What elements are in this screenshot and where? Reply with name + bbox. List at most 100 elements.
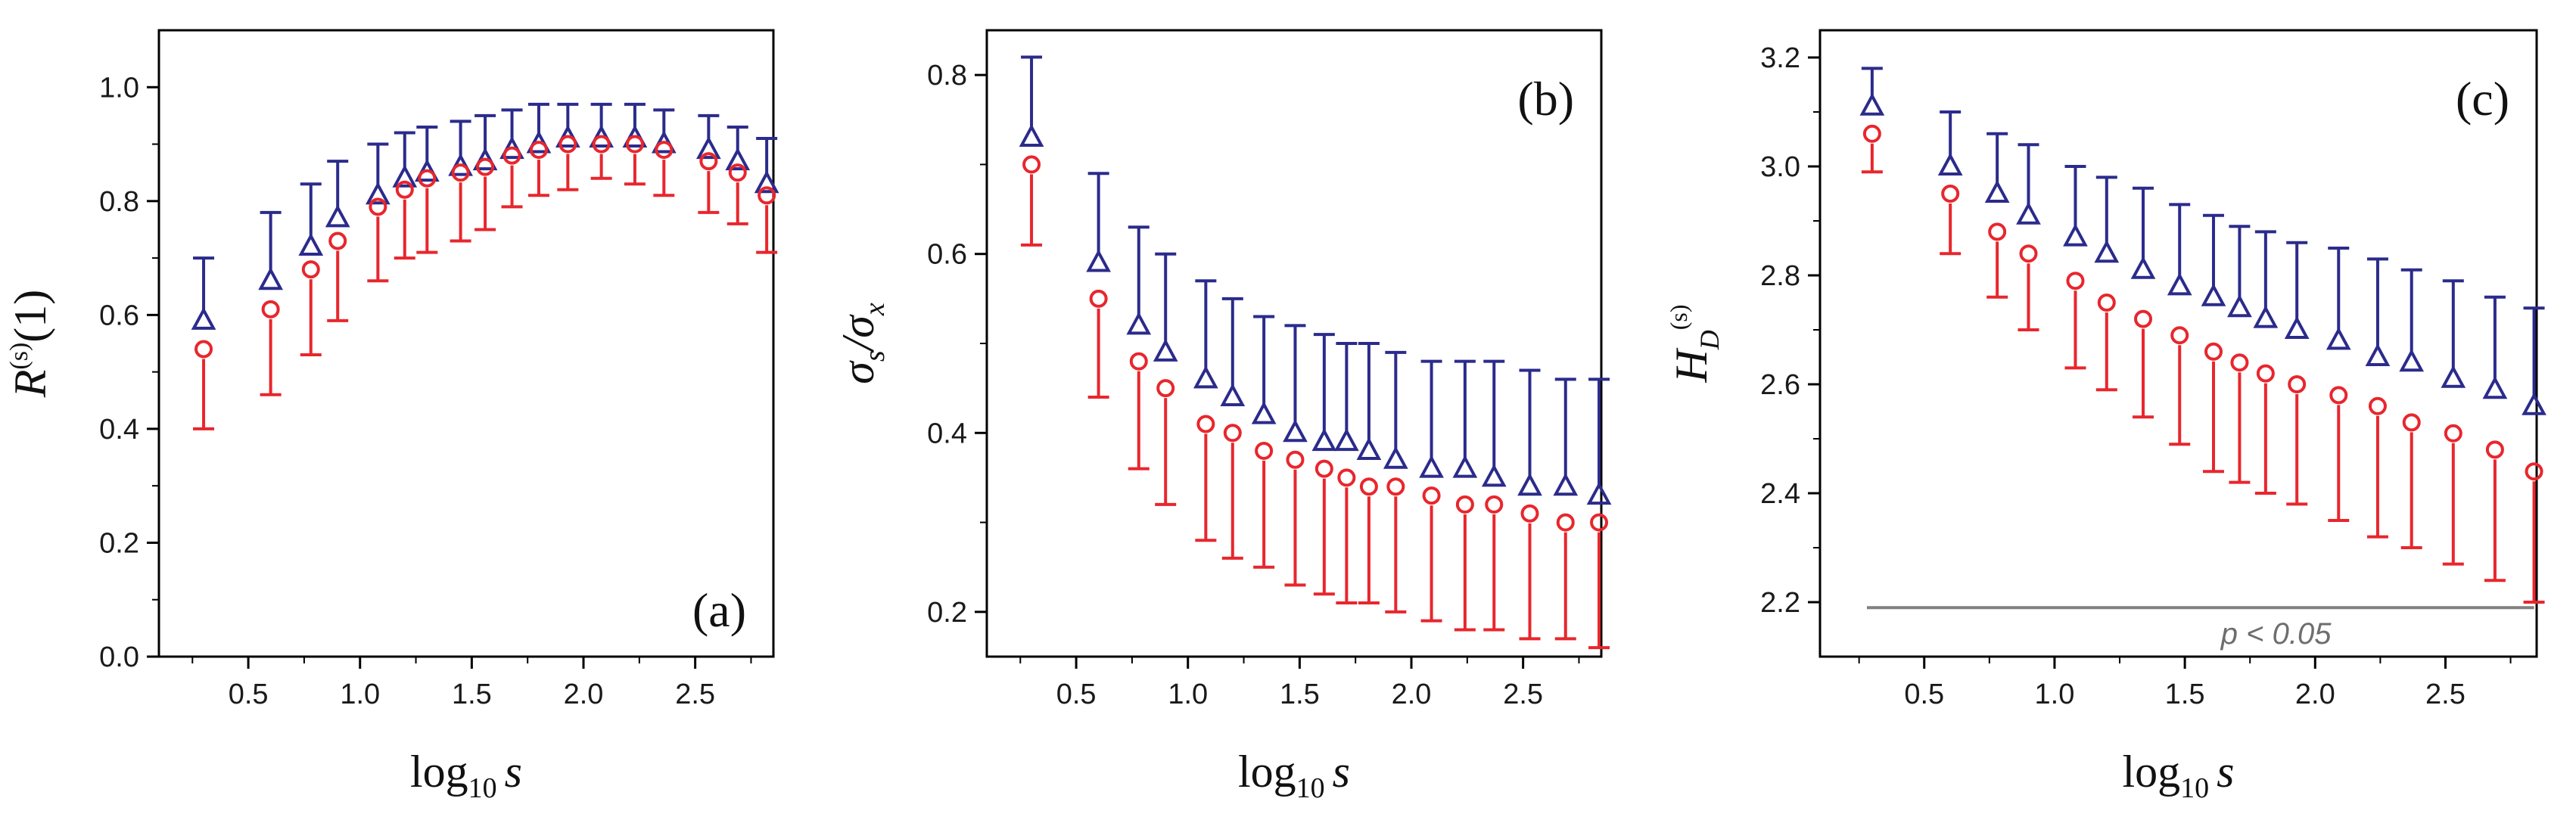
y-axis-title-sup: (s) — [5, 343, 33, 370]
y-tick-label: 0.8 — [99, 186, 139, 218]
triangle-marker — [366, 182, 390, 205]
circle-marker — [2170, 326, 2189, 345]
triangle-marker — [325, 204, 350, 228]
y-tick-label: 3.0 — [1760, 151, 1800, 183]
y-tick-label: 1.0 — [99, 72, 139, 104]
triangle-marker — [754, 170, 779, 194]
y-axis-title-tail: (1) — [5, 290, 55, 343]
triangle-marker — [1586, 481, 1612, 505]
circle-marker — [1520, 504, 1539, 523]
x-tick-label: 2.5 — [675, 679, 715, 710]
triangle-marker — [258, 267, 283, 290]
x-tick-label: 2.5 — [1503, 679, 1543, 710]
triangle-marker — [1334, 427, 1359, 452]
circle-marker — [2329, 386, 2348, 405]
triangle-marker — [2365, 343, 2391, 366]
x-tick-label: 0.5 — [1056, 679, 1097, 710]
circle-marker — [1422, 486, 1441, 505]
triangle-marker — [2063, 223, 2088, 247]
circle-marker — [2525, 462, 2543, 481]
triangle-marker — [2482, 376, 2508, 399]
panel-c: 0.5 1.0 1.5 2.0 2.5 2.2 2.4 2.6 2.8 3.0 3.2 p < 0.0… — [1665, 29, 2546, 804]
x-axis-title: log10 s — [1238, 747, 1350, 804]
circle-marker — [261, 300, 280, 318]
circle-marker — [2230, 353, 2249, 372]
x-tick-label: 2.0 — [564, 679, 604, 710]
x-tick-label: 2.0 — [2295, 679, 2335, 710]
circle-marker — [2485, 440, 2504, 459]
x-axis-title: log10 s — [410, 747, 522, 804]
circle-marker — [1156, 379, 1175, 398]
triangle-marker — [2167, 272, 2192, 296]
circle-marker — [1129, 352, 1148, 371]
circle-marker — [2134, 309, 2153, 328]
y-tick-label: 2.6 — [1760, 369, 1800, 401]
y-axis-title: HD(s) — [1665, 304, 1725, 383]
circle-marker — [1359, 477, 1378, 496]
panel-label: (c) — [2456, 72, 2509, 126]
panel-a: 0.5 1.0 1.5 2.0 2.5 0.0 0.2 0.4 0.6 0.8 1.0 (a) log1… — [5, 29, 779, 804]
circle-marker — [328, 231, 347, 250]
x-axis-title-var: s — [2217, 747, 2234, 797]
y-tick-label: 0.6 — [99, 300, 139, 331]
triangle-marker — [1019, 123, 1044, 147]
y-tick-label: 2.4 — [1760, 478, 1800, 510]
circle-marker — [451, 163, 470, 182]
y-axis-title-num-sub: s — [859, 350, 891, 362]
circle-marker — [558, 135, 577, 154]
x-axis-title-sub: 10 — [1296, 772, 1325, 804]
circle-marker — [1485, 495, 1504, 514]
x-tick-label: 2.0 — [1392, 679, 1432, 710]
panel-label: (b) — [1517, 72, 1574, 126]
triangle-marker — [1193, 365, 1218, 389]
triangle-marker — [1452, 455, 1478, 478]
triangle-marker — [1419, 455, 1444, 478]
triangle-marker — [392, 164, 418, 188]
y-axis-title: R(s)(1) — [5, 290, 55, 399]
triangle-marker — [1553, 473, 1579, 496]
circle-marker — [728, 163, 747, 182]
x-tick-label: 0.5 — [1904, 679, 1944, 710]
y-axis-title-sub: D — [1694, 330, 1725, 350]
triangle-marker — [1126, 312, 1152, 335]
x-axis-title-var: s — [1333, 747, 1350, 797]
x-tick-label: 1.0 — [2035, 679, 2075, 710]
triangle-marker — [2441, 365, 2466, 388]
y-tick-label: 0.4 — [99, 414, 139, 446]
x-tick-label: 1.0 — [340, 679, 380, 710]
circle-marker — [1455, 495, 1474, 514]
x-axis-title-main: log — [410, 747, 468, 797]
circle-marker — [476, 157, 495, 176]
circle-marker — [2288, 375, 2307, 393]
triangle-marker — [191, 306, 216, 330]
circle-marker — [2066, 272, 2085, 290]
x-tick-label: 1.5 — [452, 679, 492, 710]
y-axis-title-den-sub: x — [859, 303, 891, 316]
triangle-marker — [1086, 249, 1111, 272]
x-axis-title-main: log — [2122, 747, 2180, 797]
circle-marker — [2204, 342, 2223, 361]
panel-label: (a) — [692, 583, 746, 637]
triangle-marker — [2094, 240, 2120, 263]
x-tick-label: 1.5 — [1280, 679, 1320, 710]
circle-marker — [1223, 424, 1242, 443]
y-axis-title-num: σ — [833, 360, 883, 384]
circle-marker — [1314, 459, 1333, 478]
panel-b: 0.5 1.0 1.5 2.0 2.50.20.40.60.8 (b)log10 sσs/σ… — [833, 29, 1612, 804]
circle-marker — [1590, 513, 1609, 532]
triangle-marker — [2201, 283, 2226, 306]
circle-marker — [1196, 415, 1215, 433]
triangle-marker — [1517, 473, 1542, 496]
x-tick-label: 0.5 — [229, 679, 269, 710]
circle-marker — [2256, 364, 2275, 383]
triangle-marker — [298, 232, 324, 256]
x-axis-title-sub: 10 — [468, 772, 497, 804]
triangle-marker — [1859, 92, 1885, 116]
triangle-marker — [1356, 436, 1382, 460]
plot-frame — [1818, 29, 2538, 658]
x-tick-label: 2.5 — [2425, 679, 2466, 710]
x-axis-title-sub: 10 — [2180, 772, 2209, 804]
triangle-marker — [1937, 152, 1963, 176]
triangle-marker — [1251, 401, 1277, 424]
y-tick-label: 0.0 — [99, 641, 139, 673]
